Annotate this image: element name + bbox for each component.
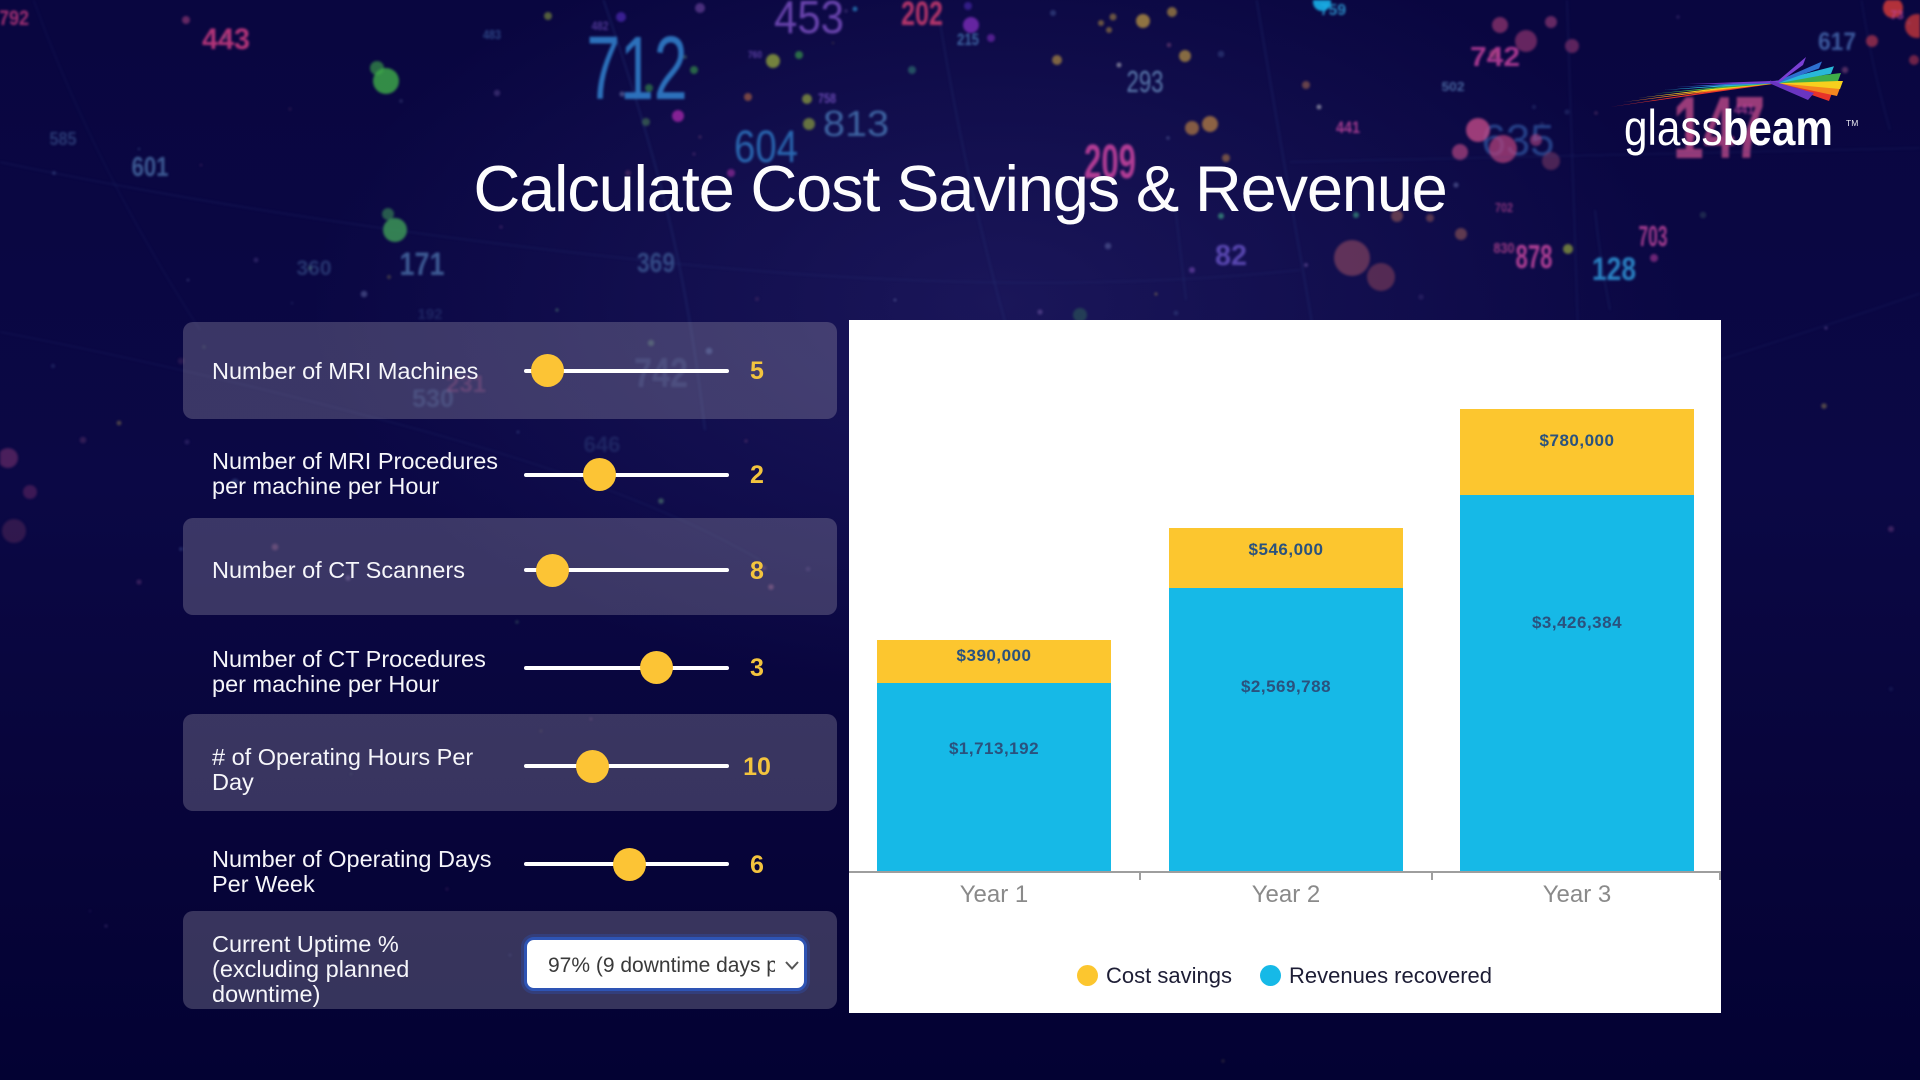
- svg-text:792: 792: [0, 7, 29, 30]
- svg-text:453: 453: [774, 0, 844, 43]
- svg-text:760: 760: [748, 50, 762, 61]
- svg-text:482: 482: [592, 19, 609, 33]
- svg-text:617: 617: [1818, 28, 1856, 56]
- svg-text:202: 202: [901, 0, 943, 33]
- svg-text:73: 73: [1890, 8, 1904, 22]
- svg-text:147: 147: [1673, 78, 1765, 177]
- svg-text:601: 601: [132, 151, 169, 182]
- svg-text:TM: TM: [1846, 118, 1858, 128]
- svg-text:443: 443: [202, 23, 250, 56]
- svg-text:483: 483: [483, 27, 501, 42]
- svg-text:82: 82: [1215, 240, 1247, 272]
- svg-text:530: 530: [412, 385, 454, 413]
- svg-text:813: 813: [823, 103, 889, 144]
- svg-text:glassbeam: glassbeam: [1624, 100, 1833, 156]
- svg-text:646: 646: [584, 432, 621, 457]
- svg-text:441: 441: [1336, 118, 1360, 137]
- svg-text:702: 702: [1495, 200, 1513, 215]
- svg-text:360: 360: [297, 257, 332, 280]
- svg-text:878: 878: [1516, 238, 1553, 275]
- svg-text:712: 712: [587, 19, 688, 119]
- svg-text:215: 215: [957, 30, 979, 49]
- svg-text:585: 585: [50, 129, 77, 149]
- svg-text:758: 758: [818, 90, 836, 106]
- svg-text:441: 441: [1734, 101, 1754, 117]
- svg-text:171: 171: [400, 246, 445, 282]
- svg-text:369: 369: [637, 247, 675, 278]
- svg-text:192: 192: [417, 306, 442, 323]
- svg-text:703: 703: [1639, 221, 1668, 253]
- svg-text:604: 604: [734, 121, 798, 172]
- svg-text:128: 128: [1592, 251, 1636, 287]
- svg-text:830: 830: [1494, 240, 1515, 257]
- svg-text:209: 209: [1084, 136, 1136, 189]
- svg-text:502: 502: [1442, 79, 1465, 94]
- svg-text:293: 293: [1127, 64, 1164, 99]
- svg-text:231: 231: [446, 371, 486, 398]
